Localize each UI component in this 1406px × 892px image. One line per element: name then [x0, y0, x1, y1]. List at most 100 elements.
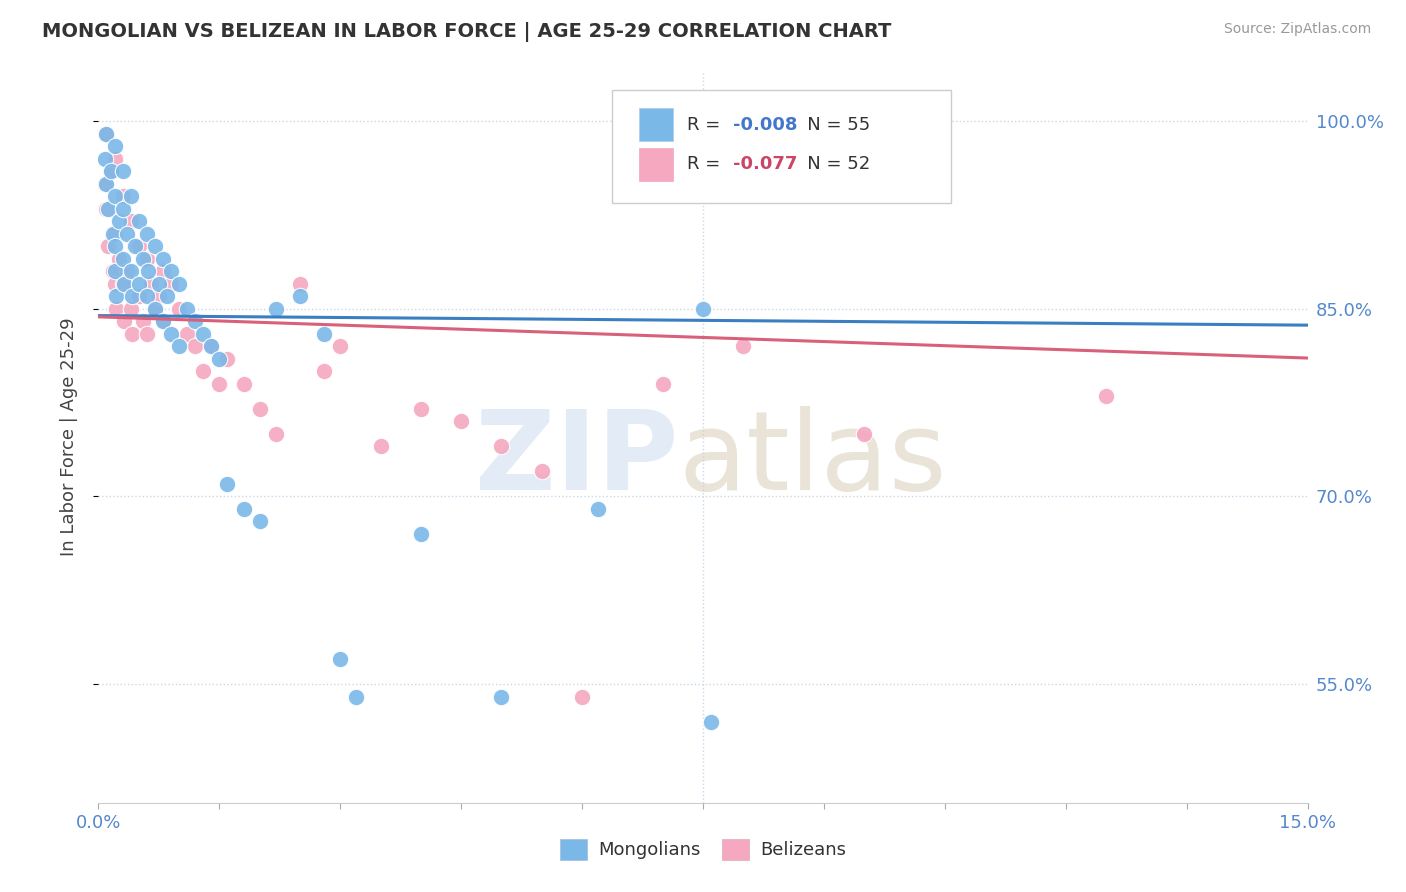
Point	[103, 264, 125, 278]
Point	[160, 277, 183, 291]
Point	[160, 264, 183, 278]
Point	[143, 239, 166, 253]
Point	[132, 252, 155, 266]
Point	[135, 252, 157, 266]
Point	[217, 477, 239, 491]
Point	[96, 127, 118, 141]
Point	[101, 264, 124, 278]
Point	[124, 239, 146, 253]
Point	[103, 139, 125, 153]
Text: N = 52: N = 52	[790, 155, 870, 173]
Point	[152, 314, 174, 328]
Point	[288, 289, 311, 303]
Point	[288, 277, 311, 291]
Point	[138, 264, 160, 278]
Point	[152, 252, 174, 266]
Point	[156, 289, 179, 303]
Point	[651, 376, 673, 391]
Point	[193, 326, 215, 341]
Text: N = 55: N = 55	[790, 116, 870, 134]
Point	[111, 252, 134, 266]
Point	[96, 177, 118, 191]
Point	[107, 214, 129, 228]
Point	[249, 515, 271, 529]
Point	[491, 690, 513, 704]
Point	[135, 326, 157, 341]
Point	[111, 202, 134, 216]
Point	[167, 277, 190, 291]
Point	[1095, 389, 1118, 403]
Point	[264, 301, 287, 316]
Point	[105, 301, 128, 316]
Point	[121, 326, 143, 341]
Point	[249, 401, 271, 416]
Point	[491, 440, 513, 454]
Point	[160, 326, 183, 341]
Point	[329, 652, 352, 666]
Point	[167, 301, 190, 316]
Point	[100, 164, 122, 178]
Point	[148, 289, 170, 303]
Point	[94, 177, 117, 191]
Point	[232, 502, 254, 516]
Point	[176, 326, 198, 341]
Point	[101, 227, 124, 241]
Point	[111, 277, 134, 291]
Point	[120, 301, 142, 316]
Point	[97, 239, 120, 253]
Point	[143, 301, 166, 316]
FancyBboxPatch shape	[638, 148, 673, 181]
Point	[128, 289, 150, 303]
Point	[115, 227, 138, 241]
Point	[370, 440, 392, 454]
Point	[128, 239, 150, 253]
Text: atlas: atlas	[679, 406, 948, 513]
Point	[139, 277, 162, 291]
Text: R =: R =	[688, 116, 727, 134]
Point	[121, 289, 143, 303]
Point	[314, 364, 336, 378]
Text: -0.008: -0.008	[734, 116, 797, 134]
Point	[120, 214, 142, 228]
Point	[135, 289, 157, 303]
Text: ZIP: ZIP	[475, 406, 679, 513]
Point	[120, 264, 142, 278]
Point	[264, 426, 287, 441]
FancyBboxPatch shape	[613, 90, 950, 203]
Point	[132, 314, 155, 328]
Point	[94, 152, 117, 166]
Point	[148, 277, 170, 291]
Point	[103, 239, 125, 253]
Point	[96, 127, 118, 141]
Point	[152, 264, 174, 278]
Point	[329, 339, 352, 353]
Point	[143, 301, 166, 316]
Point	[103, 189, 125, 203]
Text: R =: R =	[688, 155, 727, 173]
Point	[700, 714, 723, 729]
Point	[128, 277, 150, 291]
Point	[97, 202, 120, 216]
Point	[232, 376, 254, 391]
Point	[200, 339, 222, 353]
Point	[314, 326, 336, 341]
FancyBboxPatch shape	[638, 108, 673, 141]
Point	[115, 264, 138, 278]
Point	[208, 351, 231, 366]
Text: Source: ZipAtlas.com: Source: ZipAtlas.com	[1223, 22, 1371, 37]
Point	[571, 690, 593, 704]
Point	[100, 164, 122, 178]
Point	[176, 301, 198, 316]
Point	[530, 465, 553, 479]
Point	[112, 277, 135, 291]
Text: -0.077: -0.077	[734, 155, 797, 173]
Point	[409, 401, 432, 416]
Point	[96, 202, 118, 216]
Point	[184, 314, 207, 328]
Point	[217, 351, 239, 366]
Point	[692, 301, 714, 316]
Point	[208, 376, 231, 391]
Point	[450, 414, 472, 428]
Point	[128, 214, 150, 228]
Point	[107, 252, 129, 266]
